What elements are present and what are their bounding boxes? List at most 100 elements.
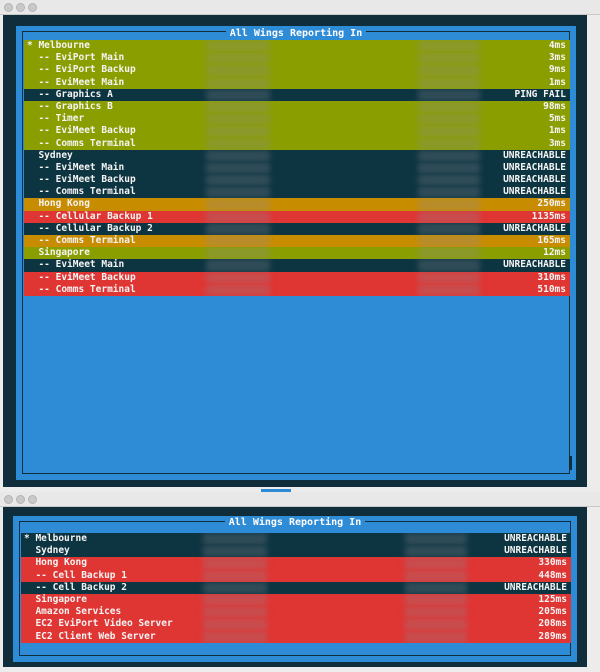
close-button[interactable] xyxy=(4,495,13,504)
ping-value: UNREACHABLE xyxy=(503,174,566,186)
redacted-column xyxy=(418,235,480,248)
ping-value: 1ms xyxy=(548,76,566,88)
panel-title-text: All Wings Reporting In xyxy=(224,517,366,528)
ping-value: UNREACHABLE xyxy=(504,545,567,557)
status-row: -- EviMeet Backup 1ms xyxy=(24,125,570,138)
ping-value: 1ms xyxy=(548,125,566,137)
redacted-column xyxy=(206,149,270,162)
redacted-column xyxy=(405,593,467,607)
redacted-column xyxy=(418,149,480,162)
redacted-column xyxy=(418,40,480,53)
tab-strip xyxy=(261,489,291,492)
host-name: * Melbourne xyxy=(24,533,87,544)
close-button[interactable] xyxy=(4,3,13,12)
ping-value: 5ms xyxy=(548,113,566,125)
zoom-button[interactable] xyxy=(28,495,37,504)
redacted-column xyxy=(206,186,270,199)
terminal-area: All Wings Reporting In * Melbourne UNREAC… xyxy=(3,507,587,667)
redacted-column xyxy=(203,618,267,631)
zoom-button[interactable] xyxy=(28,3,37,12)
host-name: -- EviMeet Main xyxy=(27,259,125,271)
host-name: Singapore xyxy=(24,593,87,605)
host-name: -- Cellular Backup 1 xyxy=(27,210,153,222)
host-name: -- Comms Terminal xyxy=(27,137,136,149)
wings-panel: All Wings Reporting In * Melbourne 4ms --… xyxy=(16,26,576,480)
redacted-column xyxy=(206,125,270,138)
ping-value: 3ms xyxy=(548,52,566,64)
host-name: Singapore xyxy=(27,247,90,259)
status-row: -- Cellular Backup 1 1135ms xyxy=(24,210,570,223)
ping-value: 3ms xyxy=(548,137,566,149)
redacted-column xyxy=(418,161,480,175)
status-row: -- EviMeet Main 1ms xyxy=(24,76,570,89)
status-row: -- Graphics A PING FAIL xyxy=(24,88,570,101)
status-list: * Melbourne UNREACHABLE Sydney UNREACHABLE… xyxy=(21,533,571,643)
redacted-column xyxy=(418,210,480,223)
host-name: Hong Kong xyxy=(27,198,90,210)
redacted-column xyxy=(405,581,467,594)
redacted-column xyxy=(206,235,270,248)
redacted-column xyxy=(418,174,480,187)
status-row: EC2 Client Web Server 289ms xyxy=(21,630,571,643)
status-row: -- EviMeet Backup 310ms xyxy=(24,271,570,284)
host-name: -- Cellular Backup 2 xyxy=(27,222,153,234)
redacted-column xyxy=(405,618,467,631)
host-name: Sydney xyxy=(27,149,73,161)
minimize-button[interactable] xyxy=(16,495,25,504)
redacted-column xyxy=(206,64,270,77)
redacted-column xyxy=(206,52,270,65)
status-row: -- Cell Backup 2 UNREACHABLE xyxy=(21,581,571,594)
window-titlebar xyxy=(0,492,600,507)
status-row: -- Comms Terminal 3ms xyxy=(24,137,570,150)
window-titlebar xyxy=(0,0,600,15)
ping-value: UNREACHABLE xyxy=(504,533,567,544)
terminal-window-2: All Wings Reporting In * Melbourne UNREAC… xyxy=(0,492,600,672)
status-row: * Melbourne 4ms xyxy=(24,40,570,53)
ping-value: PING FAIL xyxy=(514,88,566,100)
ping-value: UNREACHABLE xyxy=(503,161,566,173)
host-name: * Melbourne xyxy=(27,40,90,51)
host-name: -- Cell Backup 2 xyxy=(24,581,127,593)
ping-value: 510ms xyxy=(537,283,566,295)
redacted-column xyxy=(418,52,480,65)
redacted-column xyxy=(418,125,480,138)
status-row: Amazon Services 205ms xyxy=(21,606,571,619)
redacted-column xyxy=(418,283,480,296)
redacted-column xyxy=(418,198,480,211)
redacted-column xyxy=(206,40,270,53)
minimize-button[interactable] xyxy=(16,3,25,12)
redacted-column xyxy=(206,247,270,260)
host-name: -- EviMeet Backup xyxy=(27,174,136,186)
status-row: Singapore 12ms xyxy=(24,247,570,260)
redacted-column xyxy=(418,113,480,126)
redacted-column xyxy=(418,76,480,89)
ping-value: 250ms xyxy=(537,198,566,210)
redacted-column xyxy=(418,100,480,114)
ping-value: 448ms xyxy=(538,569,567,581)
redacted-column xyxy=(418,271,480,284)
redacted-column xyxy=(206,283,270,296)
ping-value: 1135ms xyxy=(531,210,566,222)
redacted-column xyxy=(405,545,467,558)
ping-value: UNREACHABLE xyxy=(503,259,566,271)
host-name: EC2 EviPort Video Server xyxy=(24,618,173,630)
status-row: -- EviPort Main 3ms xyxy=(24,52,570,65)
status-row: Sydney UNREACHABLE xyxy=(21,545,571,558)
ping-value: UNREACHABLE xyxy=(503,222,566,234)
redacted-column xyxy=(206,198,270,211)
redacted-column xyxy=(405,569,467,582)
ping-value: 205ms xyxy=(538,606,567,618)
status-row: * Melbourne UNREACHABLE xyxy=(21,533,571,546)
redacted-column xyxy=(405,630,467,643)
status-row: -- EviPort Backup 9ms xyxy=(24,64,570,77)
ping-value: 310ms xyxy=(537,271,566,283)
redacted-column xyxy=(418,88,480,101)
redacted-column xyxy=(206,222,270,235)
host-name: -- EviMeet Backup xyxy=(27,271,136,283)
ping-value: 9ms xyxy=(548,64,566,76)
status-row: Sydney UNREACHABLE xyxy=(24,149,570,162)
status-row: -- EviMeet Main UNREACHABLE xyxy=(24,259,570,272)
status-row: Hong Kong 330ms xyxy=(21,557,571,570)
scrollbar[interactable] xyxy=(570,456,572,470)
status-row: EC2 EviPort Video Server 208ms xyxy=(21,618,571,631)
